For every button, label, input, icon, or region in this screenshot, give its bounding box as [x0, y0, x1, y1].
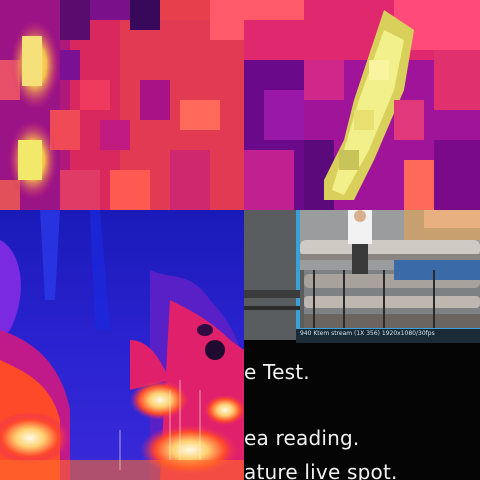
thermal-panel-top-left: [0, 0, 244, 210]
text-line-3: ature live spot.: [244, 460, 398, 480]
thermal-image-top-right: [244, 0, 480, 210]
thermal-image-top-left: [0, 0, 244, 210]
thermal-panel-bottom-left: [0, 210, 244, 480]
industrial-scene-image: [244, 210, 480, 340]
site-photo: [244, 210, 480, 340]
thermal-panel-top-right: [244, 0, 480, 210]
video-caption-bar: 940 Ktem stream (1X 356) 1920x1080/30fps: [296, 328, 480, 343]
text-line-2: ea reading.: [244, 426, 360, 450]
video-caption: 940 Ktem stream (1X 356) 1920x1080/30fps: [300, 330, 435, 337]
text-line-1: e Test.: [244, 360, 310, 384]
thermal-image-bottom-left: [0, 210, 244, 480]
video-text-panel: 940 Ktem stream (1X 356) 1920x1080/30fps…: [244, 210, 480, 480]
